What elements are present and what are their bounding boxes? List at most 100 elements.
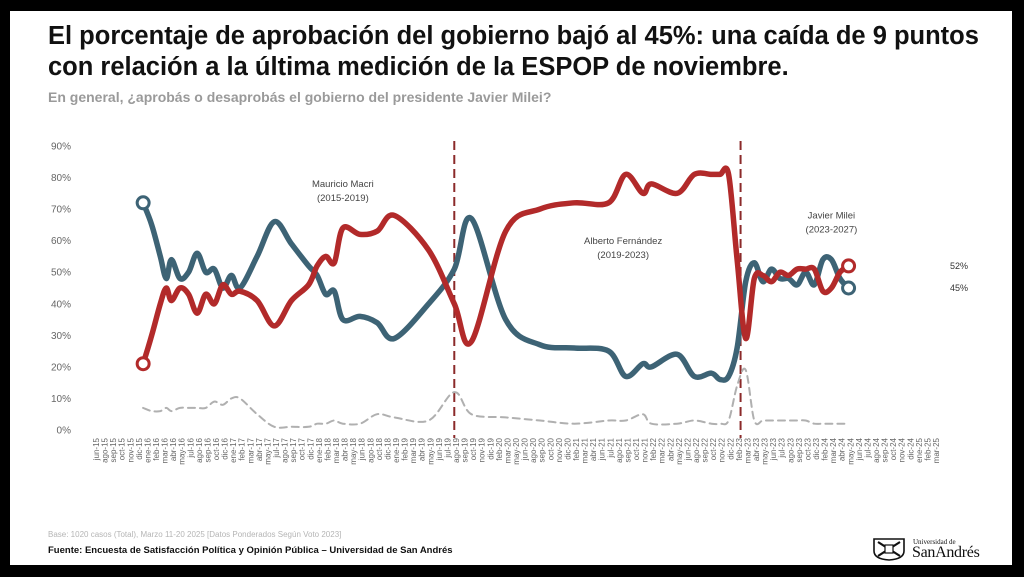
x-tick-label: may-23 xyxy=(761,437,770,464)
series-line-disapprove xyxy=(140,165,852,367)
x-tick-label: dic-19 xyxy=(486,437,495,459)
x-tick-label: abr-18 xyxy=(341,437,350,461)
endpoint-marker-disapprove xyxy=(135,356,151,372)
x-tick-label: abr-16 xyxy=(169,437,178,461)
government-annotation: Mauricio Macri xyxy=(312,179,374,190)
government-annotation: (2015-2019) xyxy=(317,193,369,204)
x-tick-label: ene-18 xyxy=(315,437,324,462)
logo-small-text: Universidad de xyxy=(913,538,956,546)
x-tick-label: dic-20 xyxy=(563,437,572,459)
x-tick-label: ago-17 xyxy=(281,437,290,462)
x-tick-label: ene-25 xyxy=(915,437,924,462)
x-tick-label: jun-20 xyxy=(521,437,530,461)
government-annotations: Mauricio Macri (2015-2019) Alberto Fernánd… xyxy=(312,179,857,261)
x-tick-label: mar-19 xyxy=(409,437,418,463)
x-tick-label: nov-20 xyxy=(555,437,564,462)
x-tick-label: may-19 xyxy=(426,437,435,464)
shield-icon xyxy=(873,538,905,561)
x-tick-label: abr-22 xyxy=(666,437,675,461)
x-tick-label: mar-20 xyxy=(503,437,512,463)
x-tick-label: jul-23 xyxy=(778,437,787,458)
x-tick-label: may-17 xyxy=(263,437,272,464)
x-tick-label: feb-20 xyxy=(495,437,504,460)
x-tick-label: ago-22 xyxy=(692,437,701,462)
x-tick-label: dic-18 xyxy=(383,437,392,459)
y-tick-label: 20% xyxy=(51,362,71,373)
x-tick-label: oct-16 xyxy=(212,437,221,460)
end-value-label: 52% xyxy=(950,261,968,271)
x-tick-label: jun-19 xyxy=(435,437,444,461)
x-tick-label: may-16 xyxy=(178,437,187,464)
x-tick-label: abr-19 xyxy=(418,437,427,461)
x-tick-label: mar-25 xyxy=(932,437,941,463)
x-tick-label: mar-21 xyxy=(581,437,590,463)
x-tick-label: mar-24 xyxy=(829,437,838,463)
x-tick-label: oct-18 xyxy=(375,437,384,460)
x-tick-label: jun-24 xyxy=(855,437,864,461)
endpoint-marker-approve xyxy=(135,195,151,211)
x-tick-label: dic-23 xyxy=(812,437,821,459)
series-line-approve xyxy=(140,200,852,383)
x-tick-label: oct-23 xyxy=(803,437,812,460)
x-tick-label: jun-23 xyxy=(769,437,778,461)
x-tick-label: jun-22 xyxy=(683,437,692,461)
y-axis: 0% 10% 20% 30% 40% 50% 60% 70% 80% 90% xyxy=(51,142,71,437)
x-tick-label: oct-21 xyxy=(632,437,641,460)
logo-big-text: SanAndrés xyxy=(912,544,980,561)
x-tick-label: ago-18 xyxy=(366,437,375,462)
y-tick-label: 10% xyxy=(51,394,71,405)
x-tick-label: jul-21 xyxy=(606,437,615,458)
series-lines xyxy=(140,165,852,429)
x-tick-label: ago-21 xyxy=(615,437,624,462)
source-note: Fuente: Encuesta de Satisfacción Polític… xyxy=(48,545,453,556)
x-tick-label: nov-15 xyxy=(126,437,135,462)
x-tick-label: oct-24 xyxy=(889,437,898,460)
x-tick-label: dic-22 xyxy=(726,437,735,459)
base-note: Base: 1020 casos (Total), Marzo 11-20 20… xyxy=(48,530,342,539)
y-tick-label: 80% xyxy=(51,173,71,184)
y-tick-label: 40% xyxy=(51,299,71,310)
endpoint-marker-approve xyxy=(841,280,857,296)
x-tick-label: ene-19 xyxy=(392,437,401,462)
approval-line-chart: 0%10%20%30%40%50%60%70%80%90% jun-15 ago-… xyxy=(51,141,968,465)
x-tick-label: jul-24 xyxy=(863,437,872,458)
x-tick-label: ago-23 xyxy=(786,437,795,462)
x-tick-label: may-24 xyxy=(846,437,855,464)
x-tick-label: sep-17 xyxy=(289,437,298,462)
x-tick-label: mar-22 xyxy=(658,437,667,463)
x-tick-label: ago-19 xyxy=(452,437,461,462)
government-annotation: Alberto Fernández xyxy=(584,236,662,247)
x-tick-label: feb-19 xyxy=(401,437,410,460)
y-tick-label: 70% xyxy=(51,205,71,216)
x-tick-label: oct-19 xyxy=(469,437,478,460)
x-tick-label: nov-24 xyxy=(898,437,907,462)
endpoint-marker-disapprove xyxy=(841,258,857,274)
x-tick-label: abr-17 xyxy=(255,437,264,461)
x-tick-label: ene-17 xyxy=(229,437,238,462)
x-tick-label: mar-16 xyxy=(161,437,170,463)
x-tick-label: may-20 xyxy=(512,437,521,464)
x-tick-label: feb-16 xyxy=(152,437,161,460)
x-tick-label: sep-23 xyxy=(795,437,804,462)
university-logo: Universidad de SanAndrés xyxy=(870,537,1010,563)
x-tick-label: oct-17 xyxy=(298,437,307,460)
endpoint-markers xyxy=(135,195,857,372)
x-tick-label: feb-17 xyxy=(238,437,247,460)
x-tick-label: jul-16 xyxy=(186,437,195,458)
x-tick-label: sep-16 xyxy=(203,437,212,462)
x-axis: jun-15 ago-15 sep-15 oct-15 nov-15 dic-15 ene-… xyxy=(92,437,941,464)
page-title: El porcentaje de aprobación del gobierno… xyxy=(48,22,979,81)
x-tick-label: feb-22 xyxy=(649,437,658,460)
x-tick-label: nov-19 xyxy=(478,437,487,462)
x-tick-label: jun-18 xyxy=(358,437,367,461)
slide: El porcentaje de aprobación del gobierno… xyxy=(10,11,1012,565)
x-tick-label: sep-24 xyxy=(881,437,890,462)
x-tick-label: feb-25 xyxy=(923,437,932,460)
y-tick-label: 30% xyxy=(51,331,71,342)
x-tick-label: may-18 xyxy=(349,437,358,464)
government-annotation: (2023-2027) xyxy=(806,225,858,236)
x-tick-label: dic-24 xyxy=(906,437,915,459)
x-tick-label: ago-20 xyxy=(529,437,538,462)
x-tick-label: sep-20 xyxy=(538,437,547,462)
x-tick-label: jul-19 xyxy=(443,437,452,458)
